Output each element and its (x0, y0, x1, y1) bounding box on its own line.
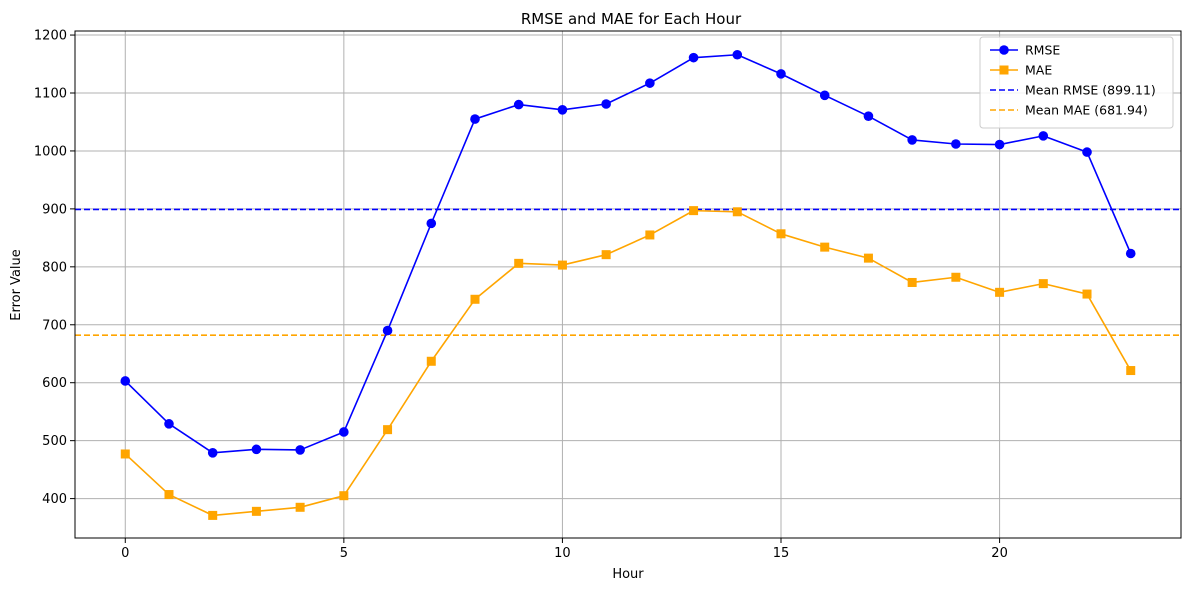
data-point-mae (732, 207, 742, 217)
data-point-mae (995, 287, 1005, 297)
data-point-rmse (645, 78, 655, 88)
data-point-mae (951, 272, 961, 282)
y-tick-label: 1200 (34, 29, 67, 44)
data-point-rmse (863, 111, 874, 121)
data-point-mae (251, 506, 261, 516)
data-point-mae (295, 502, 305, 512)
data-point-rmse (951, 139, 961, 149)
legend-label: MAE (1025, 63, 1052, 78)
data-point-rmse (207, 448, 218, 458)
legend-swatch-marker (999, 65, 1009, 75)
reference-lines (75, 208, 1181, 337)
data-point-mae (776, 229, 786, 239)
y-tick-label: 500 (42, 434, 67, 449)
data-point-mae (689, 206, 699, 216)
legend-label: Mean MAE (681.94) (1025, 103, 1148, 118)
data-point-rmse (1082, 147, 1092, 157)
y-tick-label: 1000 (34, 144, 67, 159)
data-point-mae (120, 449, 130, 459)
data-point-rmse (907, 135, 917, 145)
y-tick-label: 600 (42, 376, 67, 391)
data-point-mae (208, 510, 218, 520)
data-point-mae (1038, 279, 1048, 289)
data-point-mae (470, 294, 480, 304)
data-point-rmse (339, 427, 349, 437)
data-point-mae (863, 253, 873, 263)
x-tick-label: 0 (121, 546, 129, 561)
data-point-mae (601, 250, 611, 260)
x-axis-label: Hour (612, 567, 644, 582)
axis-ticks: 0 5 10 15 20 400 500 600 700 800 900 1000 1100 1200 (34, 29, 1008, 561)
data-point-rmse (513, 99, 524, 110)
data-point-rmse (601, 99, 611, 109)
data-point-rmse (1125, 248, 1136, 259)
plot-frame (74, 30, 1182, 539)
legend-label: RMSE (1025, 43, 1060, 58)
data-point-mae (820, 242, 830, 252)
legend-swatch-marker (999, 45, 1009, 55)
data-point-mae (557, 260, 567, 270)
data-point-rmse (295, 445, 305, 455)
x-tick-label: 5 (340, 546, 348, 561)
data-point-rmse (382, 325, 393, 336)
y-tick-label: 400 (42, 492, 67, 507)
y-tick-label: 700 (42, 318, 67, 333)
x-tick-label: 10 (554, 546, 571, 561)
y-tick-label: 1100 (34, 86, 67, 101)
data-point-mae (164, 490, 174, 500)
data-point-mae (1126, 366, 1136, 376)
data-point-rmse (819, 90, 830, 101)
data-point-rmse (732, 49, 743, 60)
data-point-mae (645, 230, 655, 240)
x-tick-label: 20 (991, 546, 1008, 561)
data-point-rmse (776, 69, 786, 79)
y-tick-label: 900 (42, 202, 67, 217)
series-layer (120, 49, 1136, 520)
data-point-rmse (164, 419, 174, 429)
x-tick-label: 15 (773, 546, 790, 561)
data-point-mae (383, 425, 393, 435)
y-tick-label: 800 (42, 260, 67, 275)
y-axis-label: Error Value (9, 249, 24, 321)
series-line-mae (124, 209, 1132, 517)
series-line-rmse (124, 53, 1132, 454)
legend-box (979, 36, 1174, 129)
legend: RMSE MAE Mean RMSE (899.11) Mean MAE (681.9… (979, 36, 1174, 129)
data-point-rmse (557, 105, 568, 115)
data-point-mae (426, 356, 436, 366)
data-point-rmse (1038, 131, 1049, 141)
data-point-rmse (688, 52, 699, 63)
data-point-mae (1082, 289, 1092, 299)
data-point-mae (514, 258, 524, 268)
data-point-rmse (251, 444, 262, 455)
data-point-rmse (994, 139, 1005, 150)
chart-title: RMSE and MAE for Each Hour (521, 10, 742, 28)
data-point-mae (339, 491, 349, 501)
data-point-rmse (426, 218, 437, 229)
data-point-rmse (470, 114, 480, 124)
data-point-mae (907, 277, 917, 287)
legend-label: Mean RMSE (899.11) (1025, 83, 1156, 98)
data-point-rmse (120, 376, 131, 386)
